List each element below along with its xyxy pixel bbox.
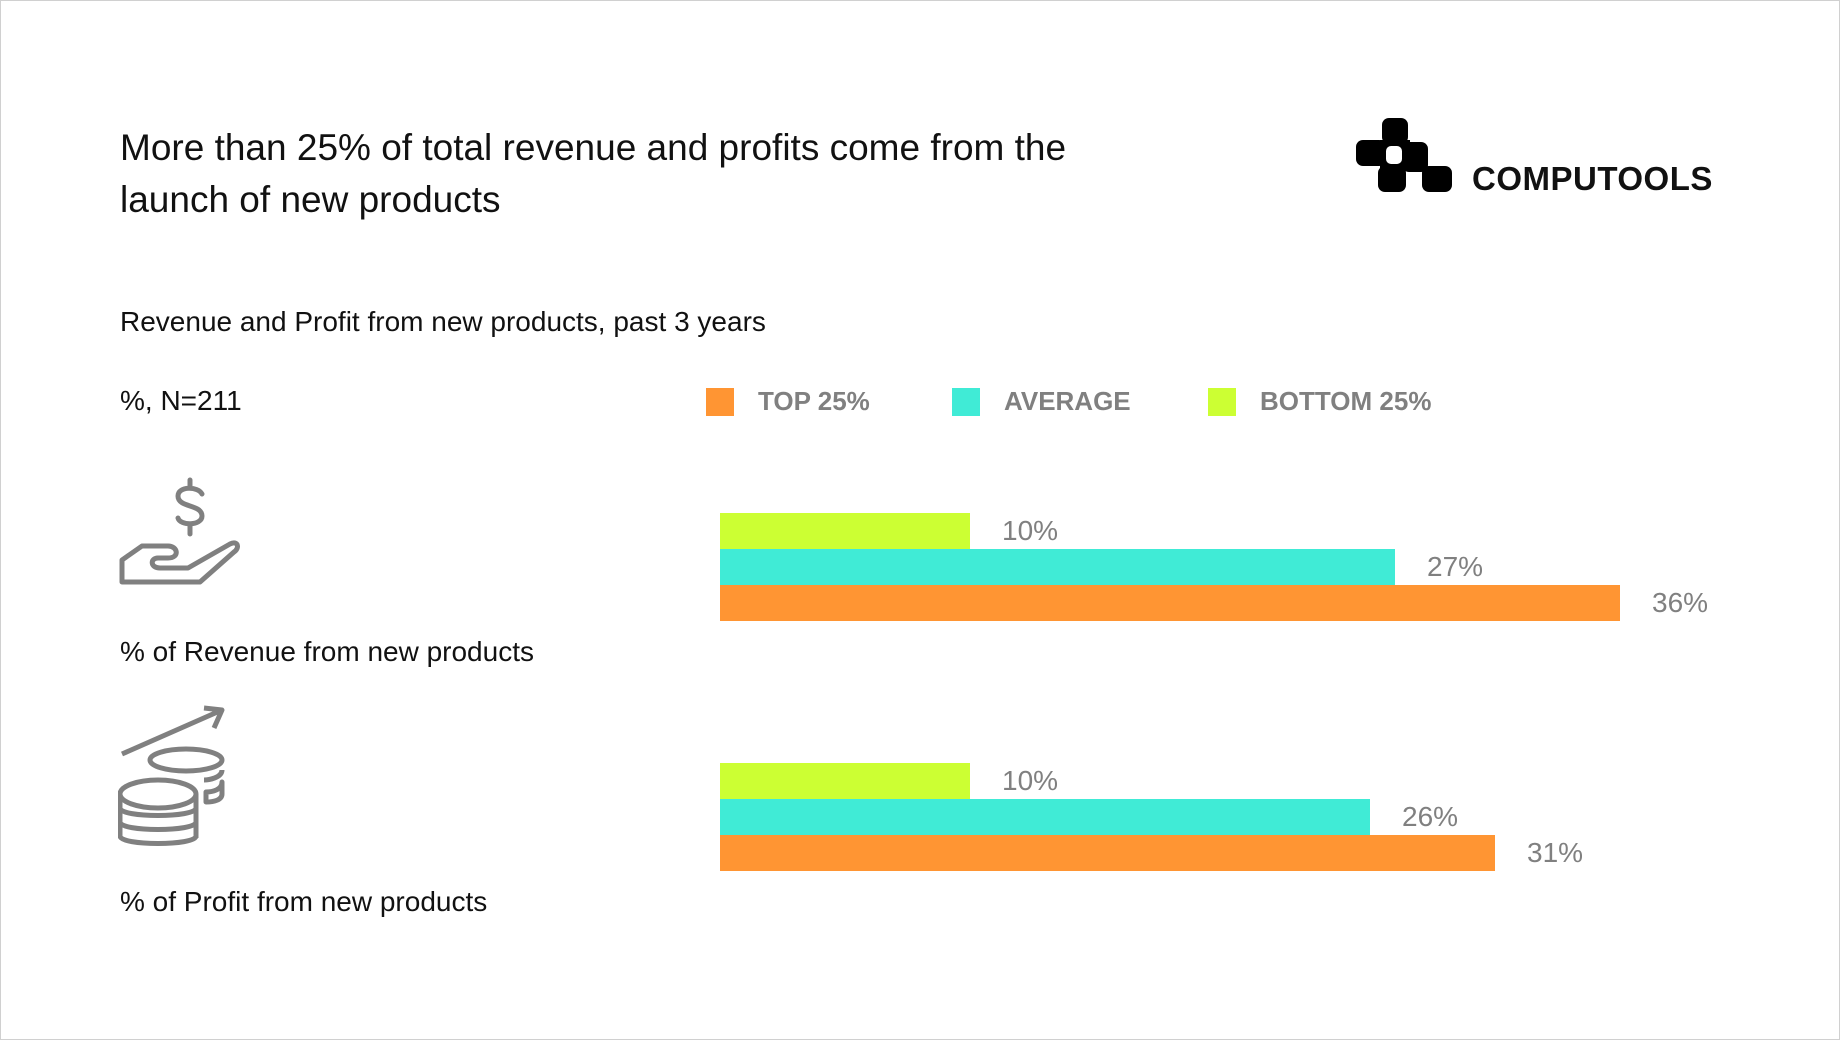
category-label-revenue: % of Revenue from new products <box>120 636 534 667</box>
bar-revenue-average <box>720 549 1395 585</box>
legend-swatch-top <box>706 388 734 416</box>
bar-revenue-bottom <box>720 513 970 549</box>
chart-subtitle: Revenue and Profit from new products, pa… <box>120 306 766 337</box>
data-label: 27% <box>1427 551 1484 582</box>
legend-label-average: AVERAGE <box>1004 386 1131 416</box>
data-label: 10% <box>1002 515 1059 546</box>
data-label: 26% <box>1402 801 1459 832</box>
data-label: 36% <box>1652 587 1709 618</box>
page-title: More than 25% of total revenue and profi… <box>120 127 1067 220</box>
bar-profit-bottom <box>720 763 970 799</box>
legend-swatch-average <box>952 388 980 416</box>
computools-logo-icon <box>1356 118 1452 192</box>
bar-profit-average <box>720 799 1370 835</box>
data-label: 31% <box>1527 837 1584 868</box>
bar-profit-top <box>720 835 1495 871</box>
category-label-profit: % of Profit from new products <box>120 886 488 917</box>
coins-growth-icon <box>118 705 225 846</box>
data-label: 10% <box>1002 765 1059 796</box>
bar-revenue-top <box>720 585 1620 621</box>
dollar-hand-icon <box>119 477 240 585</box>
logo-text: COMPUTOOLS <box>1472 160 1713 197</box>
legend-swatch-bottom <box>1208 388 1236 416</box>
legend-label-bottom: BOTTOM 25% <box>1260 386 1432 416</box>
legend-label-top: TOP 25% <box>758 386 870 416</box>
unit-note: %, N=211 <box>120 385 242 416</box>
